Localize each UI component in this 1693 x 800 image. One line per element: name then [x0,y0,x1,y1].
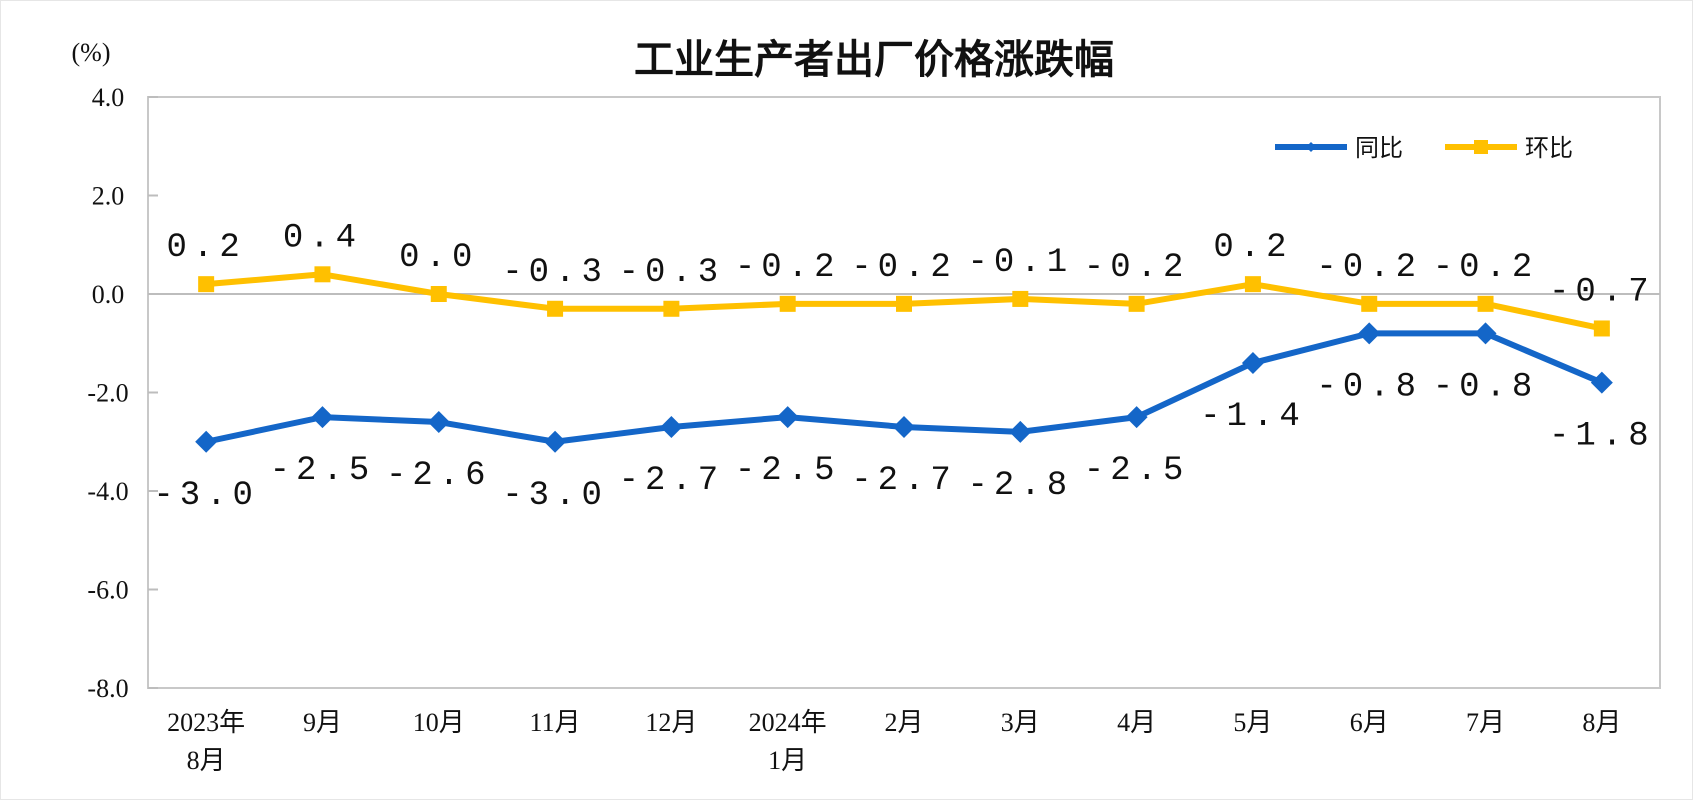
x-tick-label: 7月 [1466,708,1505,737]
x-tick-label: 8月 [187,746,226,775]
data-point-同比 [1125,406,1148,429]
data-point-环比 [896,295,912,312]
data-label-环比: -0.3 [502,254,608,292]
data-point-同比 [311,406,334,429]
y-tick-label: -2.0 [87,379,128,408]
data-label-同比: -2.5 [1084,452,1190,490]
data-label-环比: 0.0 [399,239,478,277]
y-axis-unit: (%) [72,38,111,67]
x-tick-label: 2月 [884,708,923,737]
data-label-同比: -2.7 [851,462,957,500]
legend-label: 同比 [1355,135,1403,162]
data-point-环比 [779,295,796,312]
y-tick-label: -4.0 [87,477,128,506]
data-point-环比 [663,300,680,317]
x-tick-label: 3月 [1001,708,1040,737]
data-point-环比 [1477,295,1494,312]
data-label-环比: 0.2 [167,229,246,267]
data-point-同比 [1358,322,1381,345]
x-tick-label: 8月 [1582,708,1621,737]
data-point-同比 [660,415,683,438]
data-label-同比: -2.5 [735,452,841,490]
data-point-环比 [547,300,564,317]
y-tick-label: 4.0 [92,83,125,112]
data-point-环比 [1244,276,1261,293]
data-label-同比: -3.0 [153,477,259,515]
data-point-同比 [893,415,915,438]
data-point-同比 [1590,371,1613,394]
data-label-同比: -2.6 [386,457,492,495]
y-tick-label: 0.0 [92,280,125,309]
data-label-环比: -0.7 [1549,273,1655,311]
data-label-同比: -2.7 [619,462,725,500]
data-label-环比: -0.2 [1316,249,1422,287]
data-label-环比: -0.2 [735,249,841,287]
data-label-环比: -0.2 [851,249,957,287]
x-tick-label: 5月 [1233,708,1272,737]
legend-marker [1474,140,1488,154]
x-tick-label: 4月 [1117,708,1156,737]
y-tick-label: -6.0 [87,576,128,605]
data-point-同比 [427,411,450,434]
data-label-同比: -1.8 [1549,418,1655,456]
data-label-环比: 0.2 [1213,229,1292,267]
data-point-环比 [430,286,447,302]
data-label-同比: -2.5 [270,452,376,490]
x-tick-label: 9月 [303,708,342,737]
data-point-环比 [1361,295,1378,312]
data-point-同比 [776,406,799,429]
y-tick-label: 2.0 [92,182,125,211]
x-tick-label: 12月 [645,708,697,737]
data-point-同比 [1474,322,1497,345]
legend-label: 环比 [1525,135,1573,162]
data-label-环比: -0.1 [967,244,1073,282]
legend-marker [1306,142,1316,152]
data-point-同比 [1009,420,1032,443]
x-tick-label: 1月 [768,746,807,775]
data-label-同比: -2.8 [967,467,1073,505]
x-tick-label: 2024年 [749,708,827,737]
x-tick-label: 6月 [1350,708,1389,737]
data-point-环比 [198,276,215,293]
data-label-同比: -3.0 [502,477,608,515]
data-point-环比 [1012,290,1029,307]
data-label-同比: -1.4 [1200,398,1306,436]
data-point-环比 [1128,295,1145,312]
data-point-环比 [314,266,331,283]
x-tick-label: 10月 [413,708,465,737]
data-label-同比: -0.8 [1316,368,1422,406]
data-label-环比: -0.2 [1084,249,1190,287]
data-point-环比 [1593,320,1610,337]
data-point-同比 [544,430,567,453]
data-point-同比 [1241,351,1264,374]
data-label-环比: -0.2 [1433,249,1539,287]
data-point-同比 [195,430,218,453]
chart-title: 工业生产者出厂价格涨跌幅 [634,37,1114,82]
x-tick-label: 2023年 [167,708,245,737]
y-tick-label: -8.0 [87,674,128,703]
x-tick-label: 11月 [530,708,581,737]
data-label-环比: -0.3 [619,254,725,292]
data-label-同比: -0.8 [1433,368,1539,406]
data-label-环比: 0.4 [283,219,362,257]
